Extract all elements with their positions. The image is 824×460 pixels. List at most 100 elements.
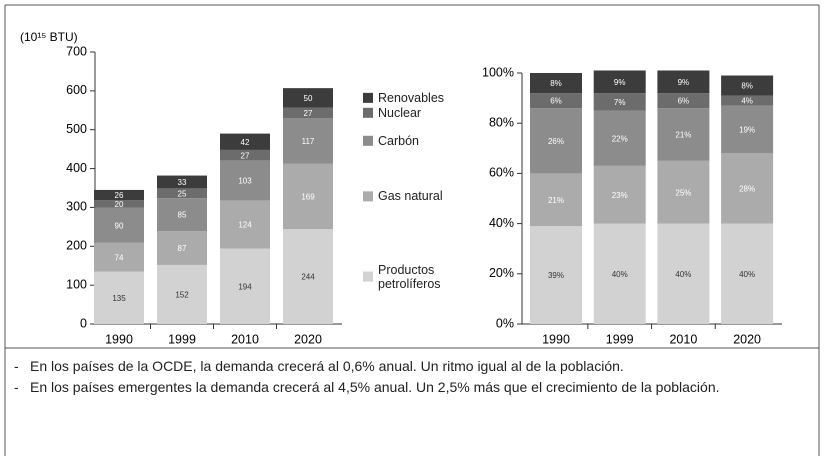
data-label: 9%: [678, 78, 690, 87]
x-tick-label: 2010: [669, 332, 697, 346]
bar-segment: [283, 229, 333, 324]
data-label: 4%: [741, 97, 753, 106]
data-label: 42: [241, 138, 250, 147]
data-label: 6%: [678, 97, 690, 106]
legend-item: Renovables: [378, 90, 445, 105]
legend-label: Gas natural: [378, 189, 443, 204]
legend-item: Gas natural: [378, 189, 443, 204]
legend-label: Productos petrolíferos: [378, 262, 441, 291]
legend-item: Carbón: [378, 134, 419, 148]
bar-segment: [220, 149, 270, 161]
bar-segment: [530, 173, 582, 227]
bar-segment: [220, 160, 270, 201]
bar-segment: [94, 242, 144, 272]
x-tick-label: 1999: [606, 332, 634, 346]
bar-segment: [657, 223, 710, 324]
bar-segment: [721, 95, 774, 106]
bar-segment: [657, 108, 710, 161]
bar-segment: [721, 153, 774, 224]
bar-segment: [593, 165, 646, 224]
data-label: 152: [175, 291, 189, 300]
data-label: 50: [304, 94, 313, 103]
data-label: 6%: [550, 97, 562, 106]
bar-segment: [157, 231, 207, 265]
legend-swatch: [363, 135, 373, 146]
data-label: 28%: [739, 185, 755, 194]
legend-swatch: [363, 92, 373, 103]
legend-swatch: [363, 107, 373, 118]
bar-segment: [220, 133, 270, 150]
data-label: 9%: [614, 78, 626, 87]
bar-segment: [157, 264, 207, 324]
note-text: En los países emergentes la demanda crec…: [30, 379, 720, 395]
data-label: 8%: [741, 82, 753, 91]
legend-item: Nuclear: [378, 105, 422, 120]
bar-segment: [220, 248, 270, 324]
x-tick-label: 2020: [733, 332, 761, 346]
data-label: 194: [238, 282, 252, 291]
y-axis-label: (10¹⁵ BTU): [20, 30, 78, 44]
bar-segment: [593, 223, 646, 324]
bar-segment: [157, 175, 207, 189]
data-label: 27: [241, 151, 250, 160]
data-label: 25: [178, 189, 187, 198]
data-label: 19%: [739, 126, 755, 135]
data-label: 40%: [612, 270, 628, 279]
data-label: 26%: [548, 137, 564, 146]
data-label: 135: [112, 294, 126, 303]
y-tick-label: 700: [66, 44, 87, 58]
note: - En los países de la OCDE, la demanda cr…: [14, 358, 804, 375]
data-label: 27: [304, 109, 313, 118]
data-label: 74: [115, 253, 124, 262]
legend-label: Renovables: [378, 90, 445, 105]
y-tick-label: 400: [66, 161, 87, 175]
y-tick-label: 100%: [482, 65, 514, 79]
bar-segment: [157, 198, 207, 232]
y-tick-label: 500: [66, 122, 87, 136]
bar-segment: [157, 188, 207, 199]
bar-segment: [283, 107, 333, 119]
y-tick-label: 600: [66, 83, 87, 97]
data-label: 21%: [548, 196, 564, 205]
bullet: -: [14, 379, 19, 395]
data-label: 8%: [550, 79, 562, 88]
bar-segment: [721, 223, 774, 324]
bar-segment: [721, 75, 774, 96]
data-label: 244: [301, 273, 315, 282]
data-label: 21%: [675, 131, 691, 140]
data-label: 117: [302, 137, 315, 146]
bar-segment: [94, 207, 144, 243]
bar-segment: [530, 226, 582, 324]
bar-segment: [283, 163, 333, 230]
data-label: 39%: [548, 271, 564, 280]
notes: - En los países de la OCDE, la demanda cr…: [14, 358, 804, 400]
data-label: 103: [238, 177, 252, 186]
x-tick-label: 1999: [168, 332, 196, 346]
bar-segment: [721, 105, 774, 154]
y-tick-label: 80%: [489, 115, 514, 129]
x-tick-label: 1990: [105, 332, 133, 346]
data-label: 25%: [675, 188, 691, 197]
bar-segment: [220, 200, 270, 249]
y-tick-label: 0: [80, 316, 87, 330]
data-label: 87: [178, 244, 187, 253]
data-label: 90: [115, 221, 124, 230]
note: - En los países emergentes la demanda cre…: [14, 379, 804, 396]
bar-segment: [283, 118, 333, 164]
bar-segment: [593, 93, 646, 111]
bar-segment: [94, 271, 144, 324]
data-label: 26: [115, 191, 124, 200]
bar-segment: [94, 200, 144, 208]
y-tick-label: 200: [66, 239, 87, 253]
data-label: 33: [178, 178, 187, 187]
bar-segment: [657, 70, 710, 94]
legend-swatch: [363, 271, 373, 282]
bar-segment: [530, 93, 582, 109]
data-label: 22%: [612, 134, 628, 143]
y-tick-label: 0%: [496, 316, 514, 330]
bar-segment: [593, 70, 646, 94]
x-tick-label: 1990: [542, 332, 570, 346]
legend-label: Nuclear: [378, 105, 422, 120]
note-text: En los países de la OCDE, la demanda cre…: [30, 358, 624, 374]
